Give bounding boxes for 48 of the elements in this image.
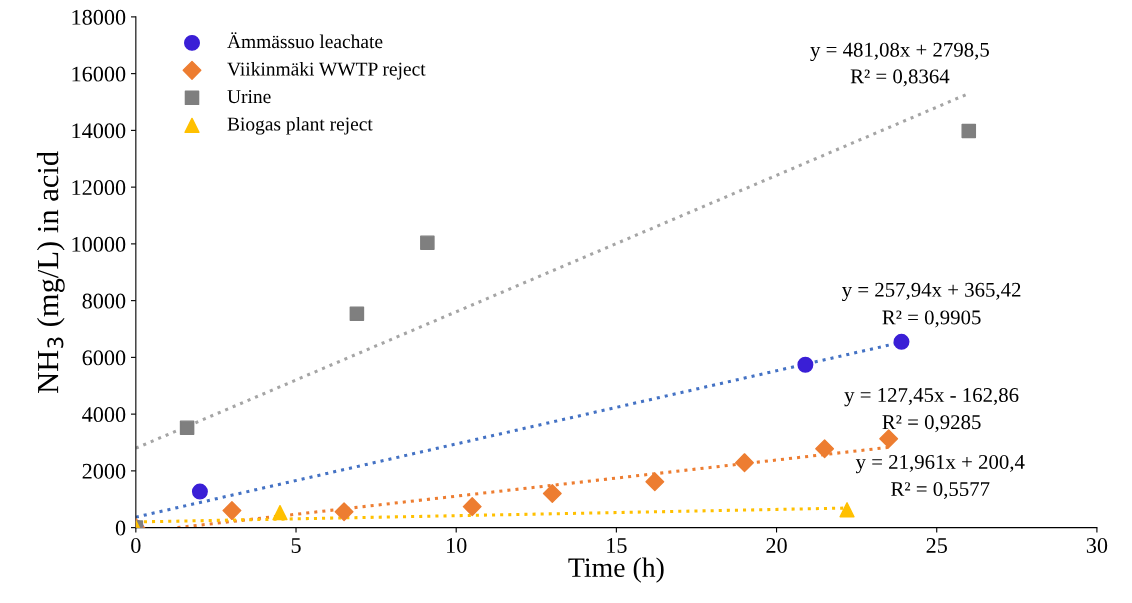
y-tick-label: 6000 — [82, 350, 126, 366]
point — [420, 235, 435, 251]
legend-label: Urine — [227, 90, 271, 104]
y-tick-label: 10000 — [72, 236, 126, 252]
x-tick-label: 25 — [926, 538, 947, 553]
x-tick-label: 10 — [447, 537, 467, 553]
annotation: R² = 0,8364 — [850, 69, 950, 87]
x-tick-label: 30 — [1086, 537, 1108, 553]
point — [334, 502, 354, 522]
point — [462, 497, 482, 517]
point — [815, 439, 835, 459]
y-axis-title: NH$_{3}$ (mg/L) in acid — [36, 151, 65, 393]
point — [542, 484, 562, 504]
annotation: y = 127,45x - 162,86 — [844, 387, 1019, 407]
y-tick-label: 2000 — [82, 463, 126, 479]
annotation: y = 21,961x + 200,4 — [855, 454, 1025, 474]
point — [797, 356, 814, 373]
x-tick-label: 15 — [607, 538, 627, 553]
annotation: y = 481,08x + 2798,5 — [810, 42, 989, 62]
point — [735, 453, 754, 473]
point — [349, 306, 365, 321]
annotation: R² = 0,9905 — [882, 310, 981, 328]
point — [839, 502, 855, 518]
x-tick-label: 20 — [766, 537, 787, 553]
y-tick-label: 4000 — [82, 407, 126, 423]
y-tick-label: 18000 — [72, 9, 126, 25]
annotation: R² = 0,9285 — [882, 415, 981, 433]
y-tick-label: 14000 — [72, 123, 126, 139]
point — [179, 420, 195, 436]
point — [879, 429, 899, 449]
legend-label: Viikinmäki WWTP reject — [227, 61, 426, 80]
legend-label: Biogas plant reject — [227, 116, 373, 135]
point — [222, 501, 242, 521]
point — [191, 483, 208, 500]
point — [893, 333, 910, 350]
y-tick-label: 0 — [115, 520, 126, 536]
legend-label: Ämmässuo leachate — [227, 32, 383, 49]
annotation: R² = 0,5577 — [891, 482, 990, 500]
x-axis-title: Time (h) — [568, 557, 664, 583]
x-tick-label: 0 — [131, 537, 141, 553]
y-tick-label: 12000 — [72, 180, 126, 196]
y-tick-label: 16000 — [72, 66, 126, 82]
x-tick-label: 5 — [291, 538, 301, 553]
point — [645, 472, 665, 492]
point — [961, 123, 977, 139]
point — [272, 504, 288, 521]
annotation: y = 257,94x + 365,42 — [841, 282, 1021, 302]
y-tick-label: 8000 — [82, 293, 126, 309]
